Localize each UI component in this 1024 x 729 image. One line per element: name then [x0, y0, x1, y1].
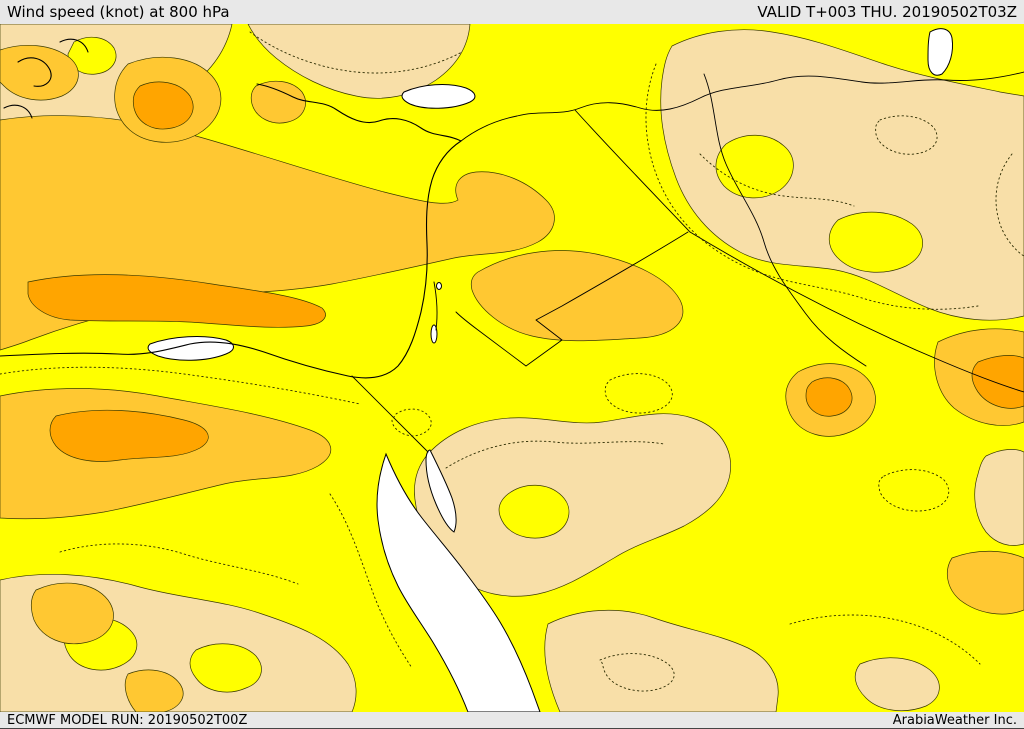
orange-region	[946, 550, 1024, 615]
dotted-contour	[445, 440, 665, 469]
dotted-contour	[604, 373, 673, 414]
orange-region	[0, 45, 79, 101]
dark-orange-cores	[27, 81, 1024, 462]
header-bar: Wind speed (knot) at 800 hPa VALID T+003…	[0, 0, 1024, 24]
gulf-of-aqaba	[425, 449, 457, 533]
orange-region	[30, 582, 114, 645]
tan-region	[660, 29, 1024, 321]
tan-region	[854, 657, 940, 711]
dark-orange-core	[49, 409, 209, 462]
orange-region	[124, 669, 184, 712]
yellow-patch	[498, 484, 570, 539]
red-sea	[376, 452, 541, 712]
sinai-border	[351, 375, 429, 453]
dotted-contour	[789, 614, 981, 665]
water-bodies	[147, 28, 953, 712]
dotted-contour	[329, 493, 413, 669]
iran-border	[703, 73, 867, 367]
dotted-contour	[875, 115, 938, 155]
jordan-river	[433, 281, 438, 331]
mediterranean-coastline	[0, 83, 462, 379]
map-title: Wind speed (knot) at 800 hPa	[7, 3, 230, 21]
tan-region	[974, 449, 1024, 546]
model-run-label: ECMWF MODEL RUN: 20190502T00Z	[7, 712, 248, 728]
yellow-patch	[828, 211, 923, 273]
aegean-coast-squiggle	[17, 57, 52, 87]
dotted-contours	[0, 31, 1024, 692]
cyprus-island	[401, 84, 476, 109]
syria-iraq-border	[574, 109, 691, 233]
dark-orange-core	[132, 81, 194, 130]
footer-bar: ECMWF MODEL RUN: 20190502T00Z ArabiaWeat…	[0, 712, 1024, 729]
dotted-contour	[59, 543, 299, 585]
dark-orange-core	[27, 274, 326, 328]
valid-time-label: VALID T+003 THU. 20190502T03Z	[757, 3, 1017, 21]
orange-region	[250, 80, 306, 124]
coastlines-and-borders	[0, 38, 1024, 453]
dark-orange-core	[971, 355, 1024, 409]
tan-region	[247, 24, 471, 99]
orange-region	[470, 250, 684, 342]
dead-sea	[430, 324, 438, 344]
dotted-contour	[878, 469, 950, 512]
wind-speed-map	[0, 24, 1024, 712]
tan-region	[544, 609, 779, 712]
jordan-border-zigzag	[455, 231, 689, 367]
dotted-contour	[391, 408, 432, 437]
dotted-contour	[645, 63, 979, 310]
turkey-border	[460, 71, 1024, 142]
iraq-saudi-border	[689, 231, 1024, 393]
dark-orange-core	[805, 377, 853, 417]
aegean-coast-squiggle	[59, 38, 89, 53]
dotted-contour	[0, 366, 361, 405]
lake	[927, 28, 953, 76]
yellow-patch	[189, 643, 262, 693]
map-canvas	[0, 24, 1024, 712]
sea-of-galilee	[436, 282, 442, 290]
aegean-coast-squiggle	[3, 104, 33, 119]
credit-label: ArabiaWeather Inc.	[892, 712, 1017, 728]
